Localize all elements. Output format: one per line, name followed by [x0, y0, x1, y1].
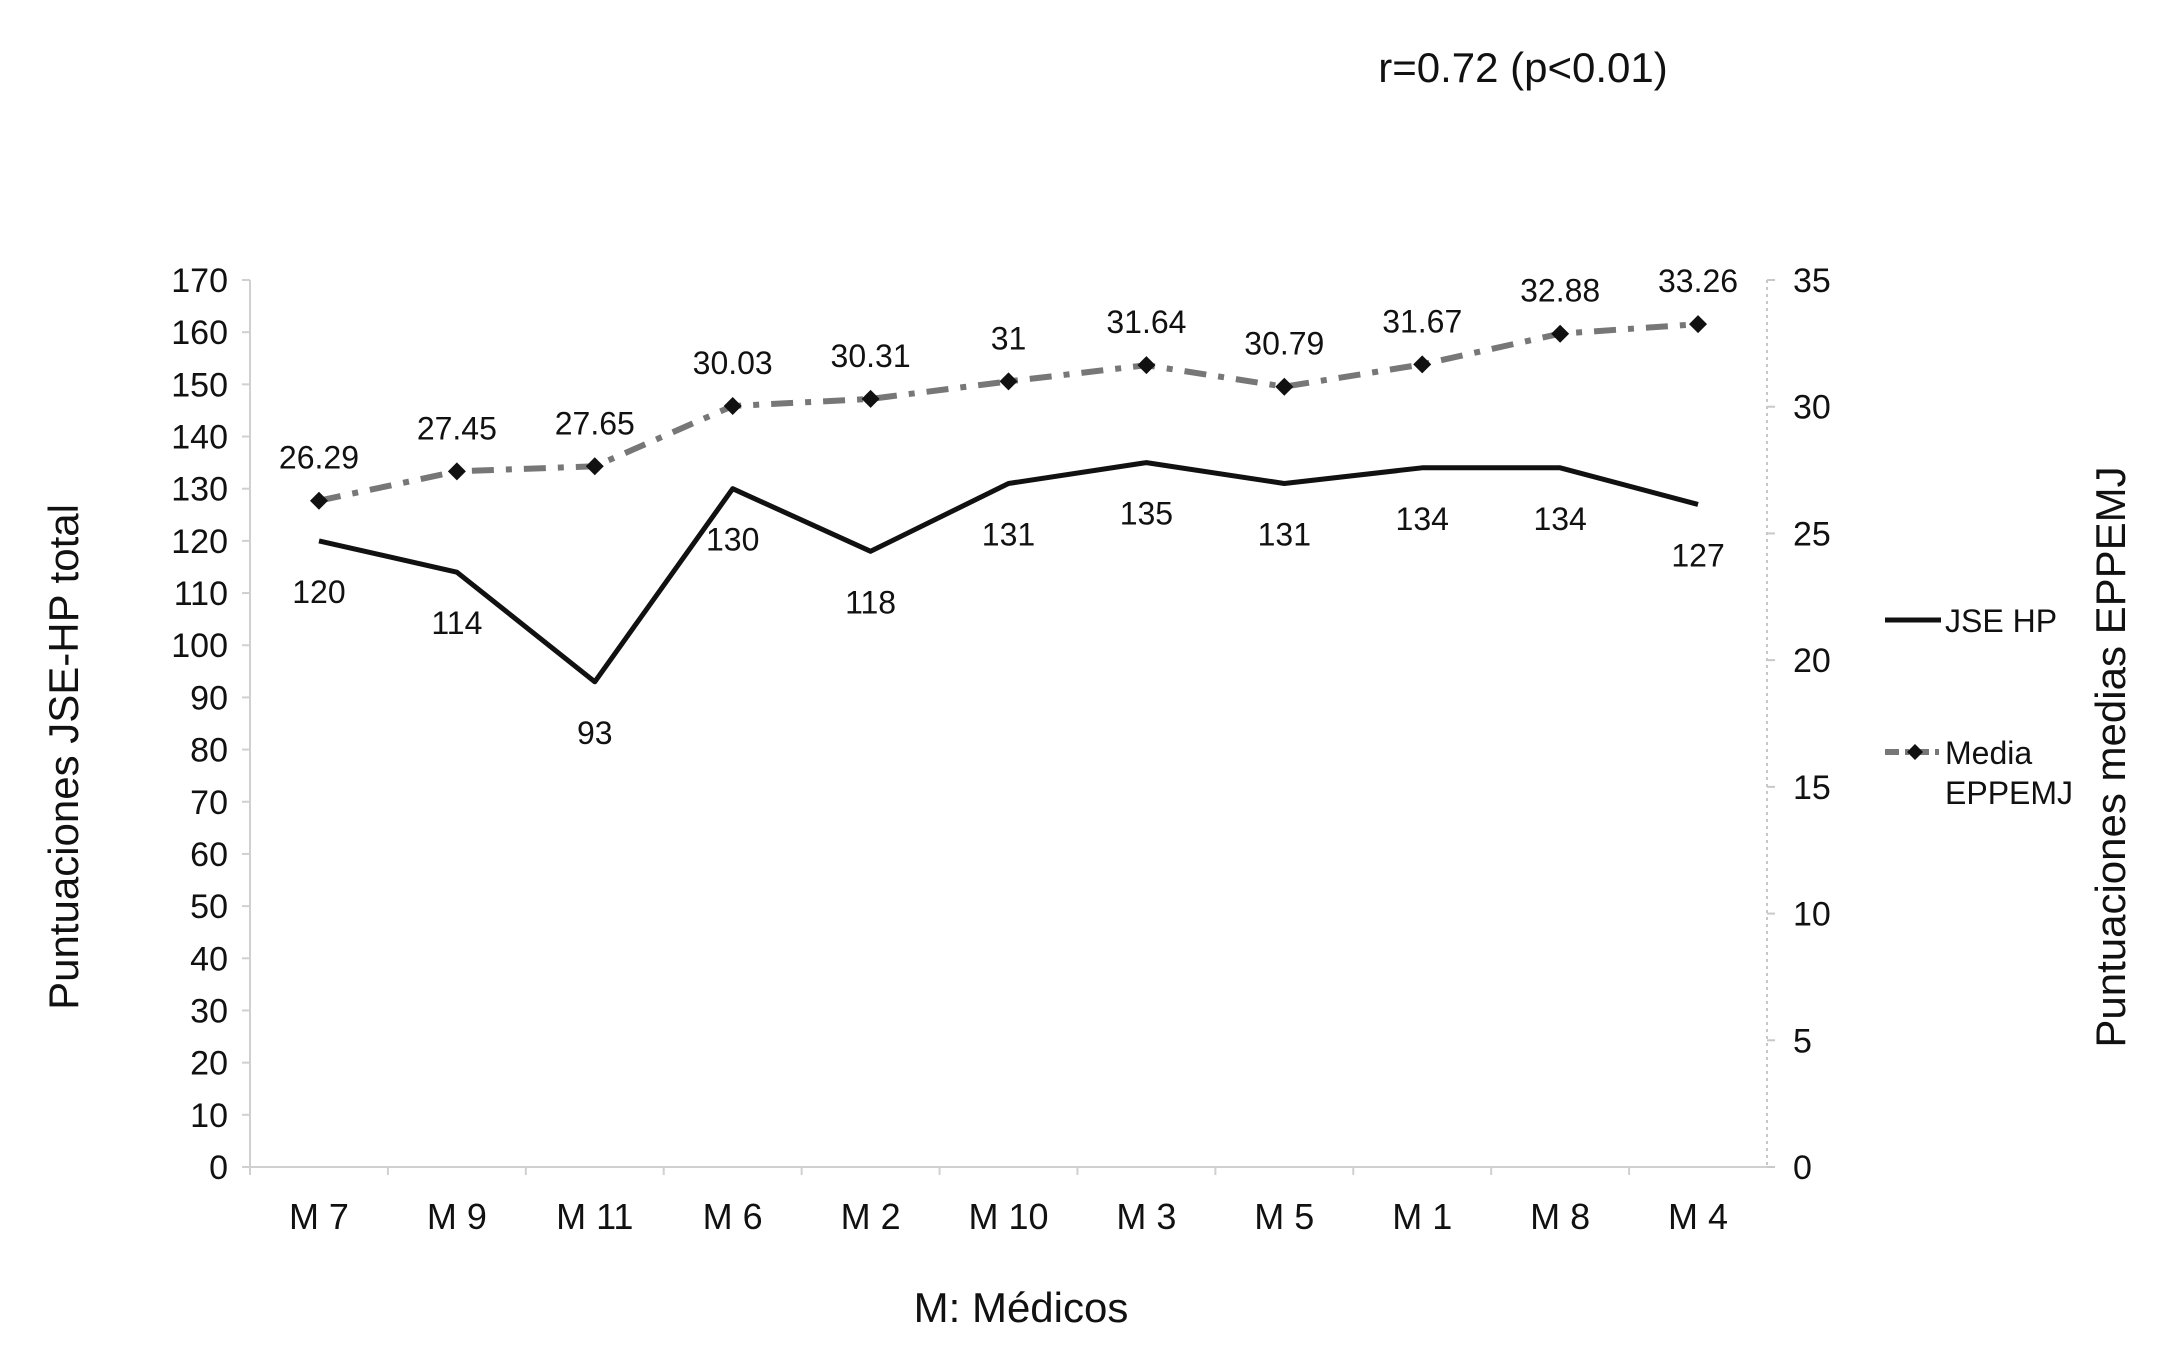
axes-group: 0102030405060708090100110120130140150160…	[171, 262, 1831, 1237]
data-label: 131	[982, 516, 1035, 552]
y-left-tick-label: 100	[171, 627, 228, 665]
data-label: 130	[706, 522, 759, 558]
data-label: 118	[845, 584, 896, 620]
data-label: 30.31	[831, 338, 911, 374]
data-point-marker	[309, 491, 328, 510]
data-label: 135	[1120, 496, 1173, 532]
y-right-tick-label: 10	[1793, 896, 1831, 934]
legend-label-media-eppemj: Media EPPEMJ	[1945, 735, 2073, 811]
data-label: 131	[1258, 516, 1311, 552]
data-label: 30.03	[693, 345, 773, 381]
data-label: 27.45	[417, 410, 497, 446]
data-label: 31	[991, 320, 1027, 356]
y-right-tick-label: 30	[1793, 389, 1831, 427]
data-label: 27.65	[555, 405, 635, 441]
series-group: 120 114 93 130 118 131 135 131 134 134 127 26.29 27.…	[279, 263, 1738, 751]
data-label: 120	[292, 574, 345, 610]
legend-label-jse-hp: JSE HP	[1945, 603, 2057, 639]
data-label: 93	[577, 715, 613, 751]
y-right-axis-label: Puntuaciones medias EPPEMJ	[2087, 466, 2134, 1047]
y-left-tick-label: 170	[171, 262, 228, 300]
y-left-tick-label: 50	[190, 888, 228, 926]
y-left-tick-label: 10	[190, 1097, 228, 1135]
x-tick-label: M 10	[968, 1196, 1048, 1237]
y-right-tick-label: 35	[1793, 262, 1831, 300]
x-tick-label: M 11	[556, 1196, 633, 1237]
y-left-tick-label: 0	[209, 1149, 228, 1187]
x-tick-label: M 1	[1392, 1196, 1452, 1237]
data-label: 127	[1671, 537, 1724, 573]
series-media-eppemj: 26.29 27.45 27.65 30.03 30.31 31 31.64 30.79 31.…	[279, 263, 1738, 510]
data-label: 33.26	[1658, 263, 1738, 299]
y-right-tick-label: 20	[1793, 642, 1831, 680]
y-right-tick-label: 15	[1793, 769, 1831, 807]
y-left-tick-label: 70	[190, 784, 228, 822]
series-jse-hp: 120 114 93 130 118 131 135 131 134 134 127	[292, 460, 1725, 751]
data-label: 30.79	[1244, 326, 1324, 362]
data-point-marker	[861, 389, 880, 408]
x-tick-label: M 2	[841, 1196, 901, 1237]
data-label: 134	[1396, 501, 1449, 537]
data-label: 32.88	[1520, 273, 1600, 309]
x-tick-label: M 9	[427, 1196, 487, 1237]
y-left-tick-label: 120	[171, 523, 228, 561]
data-point-marker	[1689, 315, 1708, 334]
series-line	[318, 460, 1699, 685]
y-left-tick-label: 110	[174, 575, 228, 613]
data-point-marker	[1413, 355, 1432, 374]
correlation-annotation: r=0.72 (p<0.01)	[1378, 44, 1668, 91]
legend-marker-media-eppemj	[1907, 744, 1923, 760]
y-left-tick-label: 90	[190, 679, 228, 717]
data-label: 114	[431, 605, 482, 641]
y-left-axis-label: Puntuaciones JSE-HP total	[40, 504, 87, 1010]
legend: JSE HP Media EPPEMJ	[1885, 603, 2073, 811]
y-left-tick-label: 40	[190, 940, 228, 978]
y-right-tick-label: 5	[1793, 1022, 1812, 1060]
data-label: 26.29	[279, 440, 359, 476]
data-point-marker	[1551, 324, 1570, 343]
data-point-marker	[723, 396, 742, 415]
y-left-tick-label: 20	[190, 1045, 228, 1083]
y-left-tick-label: 80	[190, 732, 228, 770]
x-tick-label: M 5	[1254, 1196, 1314, 1237]
x-tick-label: M 3	[1116, 1196, 1176, 1237]
x-axis-label: M: Médicos	[914, 1284, 1129, 1331]
data-label: 31.67	[1382, 303, 1462, 339]
y-left-tick-label: 30	[190, 992, 228, 1030]
data-point-marker	[999, 372, 1018, 391]
data-label: 31.64	[1106, 304, 1186, 340]
x-tick-label: M 4	[1668, 1196, 1728, 1237]
y-right-tick-label: 25	[1793, 515, 1831, 553]
data-point-marker	[447, 462, 466, 481]
data-point-marker	[1137, 356, 1156, 375]
y-left-tick-label: 130	[171, 471, 228, 509]
data-point-marker	[585, 457, 604, 476]
x-tick-label: M 8	[1530, 1196, 1590, 1237]
x-tick-label: M 7	[289, 1196, 349, 1237]
x-tick-label: M 6	[703, 1196, 763, 1237]
data-label: 134	[1533, 501, 1586, 537]
y-left-tick-label: 160	[171, 314, 228, 352]
y-left-tick-label: 150	[171, 366, 228, 404]
y-left-tick-label: 60	[190, 836, 228, 874]
data-point-marker	[1275, 377, 1294, 396]
y-left-tick-label: 140	[171, 419, 228, 457]
y-right-tick-label: 0	[1793, 1149, 1812, 1187]
